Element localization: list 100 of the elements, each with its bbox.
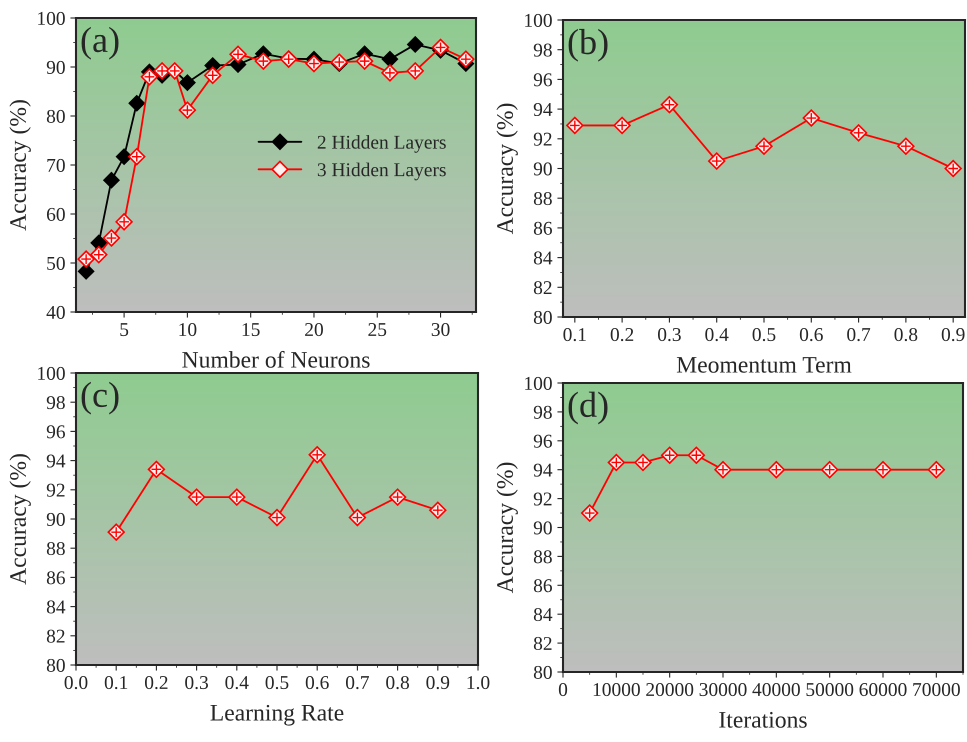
point [102, 229, 120, 247]
point [613, 116, 631, 134]
x-tick-label: 5 [120, 323, 128, 336]
point [874, 461, 892, 478]
x-tick-label: 10 [179, 322, 196, 336]
point [178, 101, 196, 119]
y-tick-label: 86 [46, 571, 66, 584]
point [432, 38, 450, 56]
y-tick-label: 84 [46, 600, 66, 614]
x-tick-label: 0.7 [847, 328, 870, 342]
y-tick-label: 70 [47, 158, 65, 172]
point [714, 461, 732, 478]
y-tick-label: 94 [46, 454, 66, 468]
point [928, 461, 946, 478]
x-tick-label: 0.8 [894, 328, 918, 342]
y-tick-label: 100 [38, 366, 65, 380]
y-tick-label: 40 [46, 306, 65, 319]
legend-label: 3 Hidden Layers [318, 162, 446, 180]
point [108, 523, 125, 541]
y-axis-title: Accuracy (%) [496, 462, 518, 594]
point [406, 62, 424, 80]
y-tick-label: 88 [46, 542, 65, 556]
point [381, 64, 399, 82]
y-tick-label: 80 [534, 310, 552, 324]
x-tick-label: 0.4 [705, 328, 729, 342]
point [802, 109, 820, 127]
point [850, 124, 868, 142]
x-tick-label: 0.6 [800, 328, 823, 342]
point [228, 488, 246, 506]
y-tick-label: 96 [534, 73, 552, 86]
y-tick-label: 96 [46, 425, 66, 438]
y-tick-label: 100 [38, 12, 65, 25]
x-tick-label: 0.1 [104, 676, 128, 690]
x-tick-label: 0.4 [225, 676, 249, 690]
point [608, 454, 626, 472]
x-tick-label: 0 [558, 682, 568, 696]
y-tick-label: 94 [534, 102, 552, 116]
x-tick-label: 20 [305, 322, 323, 336]
x-tick-label: 0.1 [563, 328, 586, 342]
point [90, 246, 108, 264]
point [356, 52, 374, 70]
y-tick-label: 88 [534, 192, 552, 206]
point [254, 52, 272, 70]
y-tick-label: 98 [534, 44, 552, 57]
point [179, 74, 196, 91]
point [407, 36, 424, 53]
y-tick-label: 86 [534, 222, 552, 235]
y-tick-label: 80 [46, 658, 65, 672]
annotation: (b) [568, 28, 608, 62]
x-tick-label: 0.7 [346, 676, 369, 690]
y-tick-label: 82 [46, 630, 65, 643]
y-tick-label: 94 [534, 464, 552, 477]
x-tick-label: 0.6 [306, 676, 329, 690]
y-tick-label: 84 [534, 251, 552, 265]
point [660, 446, 678, 464]
x-axis-title: Meomentum Term [676, 357, 852, 373]
point [204, 66, 222, 84]
x-tick-label: 15 [242, 323, 260, 336]
y-tick-label: 82 [534, 636, 552, 650]
annotation: (d) [568, 392, 608, 424]
x-tick-label: 0.2 [144, 676, 168, 690]
y-tick-label: 80 [46, 110, 65, 123]
point [229, 46, 247, 63]
point [660, 96, 678, 114]
x-tick-label: 0.8 [386, 676, 410, 690]
y-tick-label: 80 [534, 666, 552, 679]
point [388, 488, 406, 506]
point [634, 454, 652, 472]
y-tick-label: 60 [46, 208, 65, 221]
x-tick-label: 30 [432, 322, 450, 336]
x-tick-label: 0.0 [64, 676, 88, 690]
y-axis-title: Accuracy (%) [9, 100, 31, 231]
y-tick-label: 90 [534, 162, 552, 176]
y-tick-label: 92 [46, 484, 65, 497]
point [268, 508, 286, 526]
y-tick-label: 82 [534, 281, 552, 294]
point [128, 95, 145, 112]
y-axis-title: Accuracy (%) [496, 104, 518, 234]
annotation: (c) [82, 382, 119, 415]
x-tick-label: 25 [368, 323, 386, 336]
point [116, 148, 132, 165]
point [566, 116, 584, 134]
y-tick-label: 92 [534, 132, 552, 146]
point [755, 138, 773, 155]
annotation: (a) [82, 26, 118, 60]
point [429, 502, 446, 519]
x-tick-label: 60000 [860, 682, 907, 696]
point [944, 160, 962, 178]
y-tick-label: 98 [46, 396, 65, 410]
x-tick-label: 1.0 [468, 676, 490, 690]
x-tick-label: 10000 [594, 682, 640, 696]
y-tick-label: 90 [46, 512, 65, 526]
point [140, 68, 158, 86]
point [348, 508, 366, 526]
point [708, 152, 726, 170]
x-tick-label: 30000 [700, 682, 747, 696]
point [688, 446, 706, 464]
y-tick-label: 96 [534, 434, 552, 448]
x-tick-label: 0.3 [658, 328, 681, 342]
y-tick-label: 90 [534, 521, 552, 534]
